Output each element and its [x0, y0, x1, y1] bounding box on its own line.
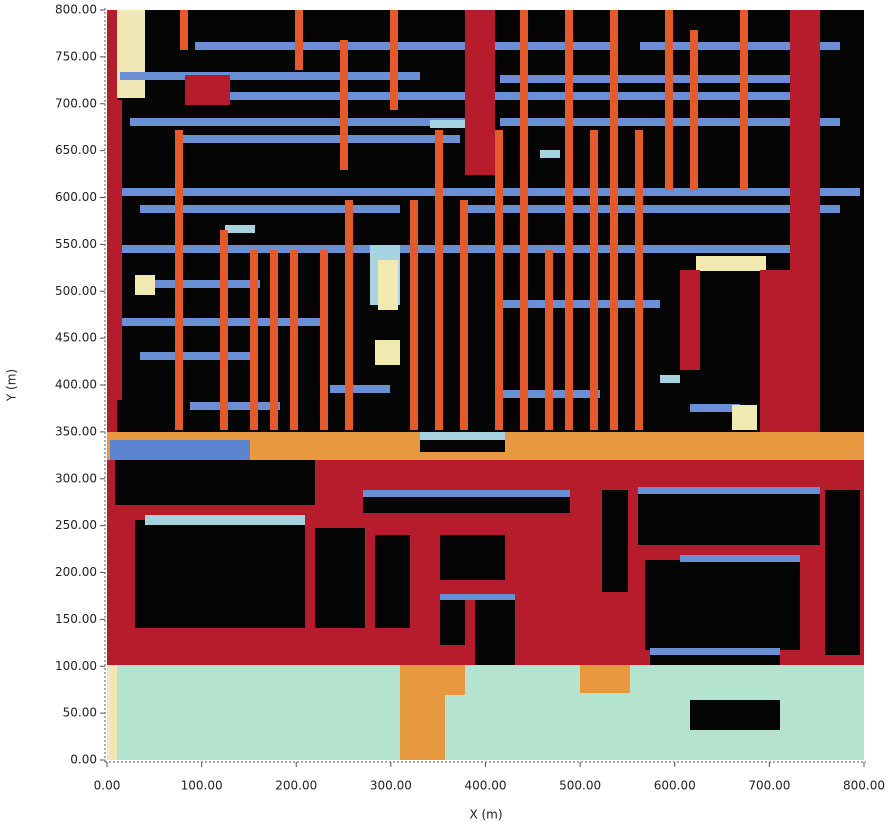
x-tick-label: 500.00 — [559, 779, 601, 793]
x-axis-label: X (m) — [469, 808, 502, 822]
x-tick-label: 200.00 — [275, 779, 317, 793]
raster-map — [107, 10, 864, 760]
y-tick-label: 300.00 — [55, 471, 97, 485]
x-tick-label: 800.00 — [843, 779, 885, 793]
chart: X (m) Y (m) 0.00 50.00 100.00 150.00 200.00 2… — [0, 0, 893, 827]
y-tick-label: 200.00 — [55, 565, 97, 579]
y-tick-label: 450.00 — [55, 331, 97, 345]
y-tick-label: 400.00 — [55, 378, 97, 392]
x-tick-label: 300.00 — [370, 779, 412, 793]
y-tick-label: 600.00 — [55, 190, 97, 204]
y-tick-label: 800.00 — [55, 3, 97, 17]
y-tick-label: 50.00 — [63, 706, 97, 720]
x-tick-label: 400.00 — [465, 779, 507, 793]
y-tick-label: 700.00 — [55, 96, 97, 110]
y-tick-label: 650.00 — [55, 143, 97, 157]
y-tick-label: 100.00 — [55, 659, 97, 673]
y-tick-label: 0.00 — [70, 753, 97, 767]
y-tick-label: 550.00 — [55, 237, 97, 251]
x-tick-label: 0.00 — [94, 779, 121, 793]
y-tick-label: 500.00 — [55, 284, 97, 298]
y-tick-label: 250.00 — [55, 518, 97, 532]
y-tick-label: 350.00 — [55, 424, 97, 438]
y-tick-label: 150.00 — [55, 612, 97, 626]
y-axis-label: Y (m) — [5, 369, 19, 402]
x-tick-label: 600.00 — [654, 779, 696, 793]
x-tick-label: 700.00 — [748, 779, 790, 793]
y-tick-label: 750.00 — [55, 49, 97, 63]
x-tick-label: 100.00 — [181, 779, 223, 793]
